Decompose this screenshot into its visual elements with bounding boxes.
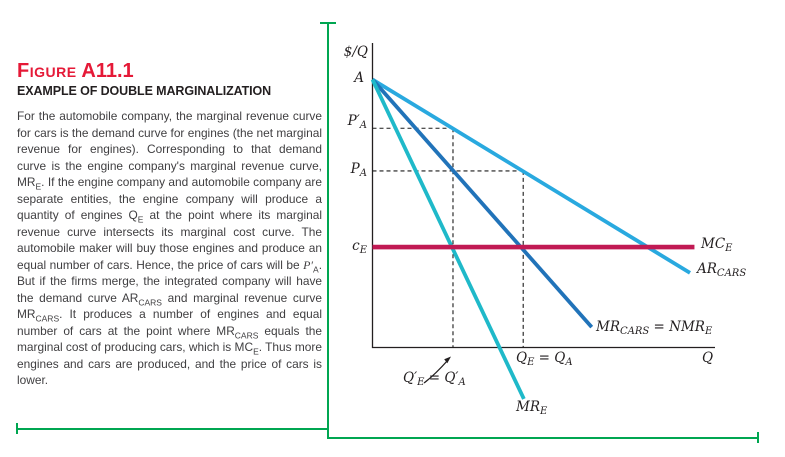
label-quantity-qe-qa: QE = QA	[516, 350, 573, 368]
green-left-rule-end-tick	[16, 423, 18, 434]
label-cost-ce: cE	[332, 238, 367, 256]
description-text: equals the marginal cost of producing ca…	[17, 323, 322, 355]
figure-title: Figure A11.1	[17, 60, 322, 83]
label-subscript: E	[540, 406, 548, 417]
green-vertical-rule-top-tick	[320, 22, 336, 24]
description-text: . But if the firms merge, the integrated…	[17, 257, 322, 305]
green-bottom-rule	[327, 437, 759, 439]
label-curve-mc-e: MCE	[701, 236, 733, 254]
description-text: . If the engine company and automobile c…	[17, 175, 322, 222]
label-text: MR	[596, 319, 620, 335]
description-subscript: A	[313, 263, 319, 274]
description-text: . It produces a number of engines and eq…	[17, 307, 322, 338]
figure-label-number: A11.1	[81, 60, 134, 82]
label-text: P	[350, 161, 360, 177]
description-text: and marginal revenue curve MR	[17, 290, 322, 322]
label-text: = NMR	[649, 319, 705, 335]
curve-AR_CARS	[371, 77, 691, 275]
label-text: c	[352, 238, 360, 254]
label-price-pa: PA	[332, 161, 367, 179]
curve-MR_E	[370, 78, 526, 400]
label-subscript: A	[359, 168, 367, 179]
figure-subtitle: EXAMPLE OF DOUBLE MARGINALIZATION	[17, 84, 272, 98]
label-quantity-qe-qa-prime: Q′E = Q′A	[403, 370, 466, 388]
label-text: Q′	[403, 370, 418, 386]
label-text: MC	[701, 236, 726, 252]
description-subscript: CARS	[35, 313, 60, 324]
label-subscript: E	[725, 243, 733, 254]
label-curve-ar-cars: ARCARS	[697, 261, 747, 279]
description-subscript: CARS	[138, 296, 162, 307]
green-vertical-rule	[327, 23, 329, 438]
figure-caption-block: Figure A11.1 EXAMPLE OF DOUBLE MARGINALI…	[17, 60, 322, 389]
label-subscript: E	[359, 245, 367, 256]
label-subscript: A	[458, 377, 466, 388]
description-text: For the automobile company, the marginal…	[17, 109, 322, 189]
label-curve-mr-cars-nmr-e: MRCARS = NMRE	[596, 319, 713, 337]
green-left-rule	[17, 428, 327, 430]
description-subscript: E	[253, 346, 259, 357]
curved-pointer-arrow	[423, 356, 451, 384]
curve-MR_CARS-=-NMR_E	[371, 78, 594, 329]
label-subscript: CARS	[716, 268, 747, 279]
label-text: MR	[516, 399, 540, 415]
y-axis-title: $/Q	[343, 44, 368, 60]
description-subscript: CARS	[234, 329, 259, 340]
description-text: P′	[303, 257, 314, 272]
axes	[371, 43, 715, 349]
label-text: AR	[697, 261, 717, 277]
label-text: = Q′	[424, 370, 459, 386]
figure-label-word: Figure	[17, 60, 77, 82]
green-bottom-rule-end-tick	[757, 432, 759, 443]
label-text: = Q	[534, 350, 566, 366]
label-subscript: CARS	[620, 326, 650, 337]
label-subscript: E	[704, 326, 713, 337]
label-text: P′	[347, 113, 360, 129]
x-axis-title: Q	[702, 350, 714, 366]
description-text: at the point where its marginal revenue …	[17, 208, 322, 272]
description-subscript: E	[137, 214, 144, 225]
label-price-pa-prime: P′A	[332, 113, 367, 131]
figure-description: For the automobile company, the marginal…	[17, 108, 322, 389]
label-curve-mr-e: MRE	[516, 399, 548, 417]
description-subscript: E	[35, 181, 42, 192]
label-intercept-a: A	[354, 70, 364, 86]
label-subscript: A	[565, 357, 573, 368]
label-subscript: A	[359, 120, 367, 131]
label-text: Q	[516, 350, 528, 366]
label-subscript: E	[527, 357, 535, 368]
description-text: . Thus more engines and cars are produce…	[17, 340, 322, 387]
label-subscript: E	[417, 377, 425, 388]
